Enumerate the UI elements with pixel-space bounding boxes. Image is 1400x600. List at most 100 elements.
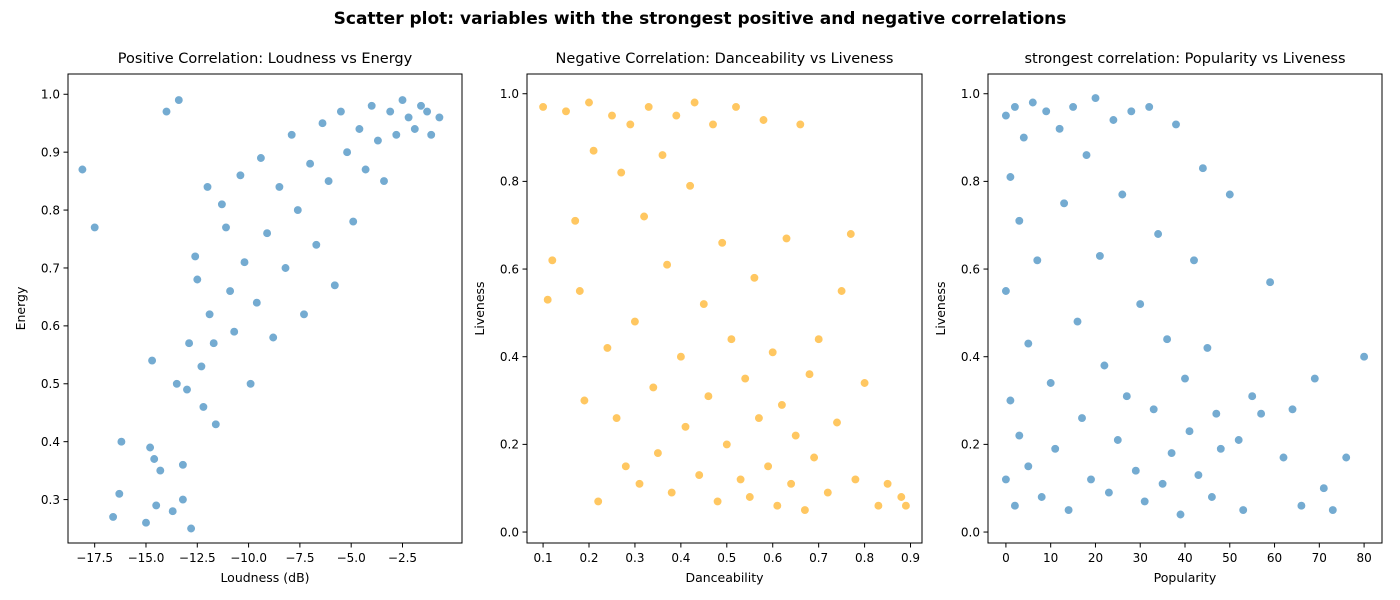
data-point [1216,444,1226,454]
data-point [882,479,893,489]
data-point [699,299,709,309]
data-point [625,119,635,130]
data-point [1140,496,1150,507]
chart-3-points [1001,93,1369,520]
data-point [198,402,209,412]
chart-2-points [538,97,911,515]
data-point [262,228,272,238]
x-tick-label: 0.9 [901,551,920,565]
data-point [342,147,352,157]
data-point [1023,338,1033,349]
data-point [570,216,580,226]
data-point [1001,286,1011,296]
x-tick-label: 30 [1133,551,1148,565]
data-point [426,130,436,140]
x-axis-label: Loudness (dB) [220,570,309,585]
x-tick-label: 0.6 [763,551,782,565]
data-point [1157,479,1168,489]
data-point [749,273,760,283]
data-point [1019,132,1029,143]
x-tick-label: 0.5 [717,551,736,565]
data-point [754,413,764,423]
y-tick-label: 0.3 [41,493,60,507]
x-axis-label: Popularity [1154,570,1217,585]
data-point [174,95,184,105]
data-point [846,229,856,239]
data-point [1050,444,1060,454]
data-point [1265,277,1275,287]
data-point [735,474,746,485]
data-point [1287,404,1298,414]
data-point [1077,413,1087,423]
data-point [543,295,553,305]
data-point [196,361,207,372]
data-point [190,251,200,262]
data-point [184,338,194,348]
data-point [758,115,769,125]
data-point [1014,216,1024,226]
data-point [1081,150,1092,160]
data-point [588,146,599,156]
data-point [708,119,718,130]
data-point [172,379,182,389]
data-point [1037,492,1047,502]
chart-2: 0.1 0.2 0.3 0.4 0.5 0.6 0.7 0.8 0.9 0.0 0.2 0.4 0.6 0… [472,51,923,585]
y-tick-label: 0.8 [500,175,519,189]
data-point [781,233,792,244]
data-point [1153,229,1163,239]
data-point [1059,198,1069,208]
data-point [1001,474,1011,485]
chart-1-frame [67,73,463,544]
data-point [202,182,213,192]
data-point [1135,299,1145,309]
data-point [1099,360,1110,371]
data-point [77,164,88,175]
y-tick-label: 0.6 [961,262,980,276]
data-point [1256,409,1266,419]
data-point [712,496,723,507]
data-point [256,153,266,163]
data-point [740,373,750,384]
data-point [657,150,668,160]
data-point [1014,430,1024,441]
x-tick-label: 80 [1356,551,1371,565]
data-point [671,110,681,121]
data-point [575,286,585,296]
data-point [1126,106,1136,116]
data-point [168,506,178,516]
data-point [1310,373,1320,384]
data-point [1068,102,1078,112]
x-tick-label: 0.1 [534,551,553,565]
data-point [1122,391,1132,401]
y-tick-label: 0.6 [41,319,60,333]
x-tick-label: 60 [1267,551,1282,565]
data-point [547,255,557,265]
y-tick-label: 0.7 [41,261,60,275]
data-point [360,164,371,175]
x-tick-label: −15.0 [128,551,165,565]
data-point [685,181,695,191]
data-point [348,216,358,227]
data-point [648,382,658,393]
data-point [653,448,663,458]
data-point [252,298,262,308]
data-point [192,274,202,285]
data-point [836,286,847,296]
chart-1: −17.5 −15.0 −12.5 −10.0 −7.5 −5.0 −2.5 0.3 0.4 0.… [13,51,463,585]
data-point [1166,448,1177,458]
data-point [1175,509,1186,520]
data-point [634,479,645,489]
data-point [299,309,309,319]
data-point [141,518,151,528]
data-point [311,240,321,250]
x-tick-label: 50 [1222,551,1237,565]
chart-3: 0 10 20 30 40 50 60 70 80 0.0 0.2 0.4 0.6 0.8 1.0 stron… [933,51,1383,585]
data-point [1207,492,1217,502]
x-tick-label: 0 [1002,551,1010,565]
x-tick-label: 40 [1177,551,1192,565]
data-point [1144,102,1154,112]
data-point [1162,334,1172,344]
data-point [777,400,787,410]
data-point [1108,115,1119,125]
